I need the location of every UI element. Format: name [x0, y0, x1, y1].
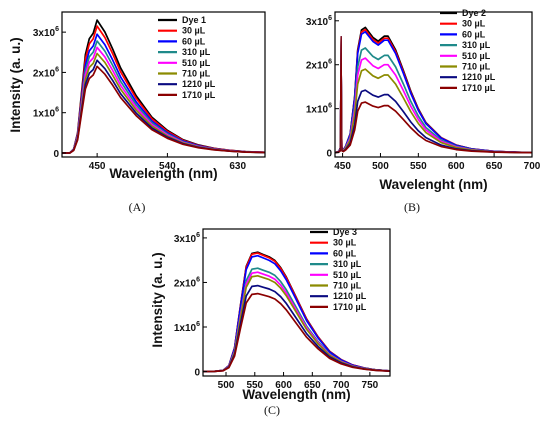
y-tick-base: 3x10	[174, 234, 197, 245]
y-tick-exponent: 6	[55, 66, 59, 73]
x-tick-label: 500	[372, 161, 389, 172]
x-tick-label: 650	[486, 161, 503, 172]
spike-line-8	[339, 36, 343, 152]
y-tick-label: 0	[326, 149, 332, 160]
legend-label-6: 710 µL	[182, 69, 211, 79]
legend-label-4: 310 µL	[462, 40, 491, 50]
y-tick-base: 0	[194, 368, 200, 379]
legend-label-2: 30 µL	[333, 238, 357, 248]
y-tick-exponent: 6	[328, 15, 332, 22]
y-tick-label: 0	[53, 149, 59, 160]
x-tick-label: 600	[275, 380, 292, 391]
plot-area	[335, 26, 532, 154]
axes-frame	[61, 11, 266, 158]
y-tick-base: 0	[53, 149, 59, 160]
legend-label-6: 710 µL	[462, 62, 491, 72]
series-line-8	[203, 292, 390, 373]
legend-label-1: Dye 3	[333, 227, 357, 237]
y-tick-label: 2x106	[174, 276, 200, 289]
series-line-6	[62, 52, 265, 154]
x-tick-label: 450	[89, 161, 106, 172]
legend-label-6: 710 µL	[333, 281, 362, 291]
x-tick-label: 600	[448, 161, 465, 172]
y-tick-base: 0	[326, 149, 332, 160]
legend-label-8: 1710 µL	[462, 83, 496, 93]
y-tick-base: 3x10	[33, 28, 56, 39]
y-tick-base: 1x10	[174, 323, 197, 334]
y-tick-label: 1x106	[306, 103, 332, 116]
x-axis-label: Wavelenght (nm)	[379, 177, 487, 192]
x-tick-label: 700	[524, 161, 541, 172]
y-tick-exponent: 6	[196, 321, 200, 328]
legend-label-5: 510 µL	[462, 51, 491, 61]
y-tick-base: 2x10	[306, 61, 329, 72]
y-tick-label: 1x106	[33, 107, 59, 120]
legend-label-8: 1710 µL	[182, 90, 216, 100]
y-tick-label: 3x106	[174, 232, 200, 245]
series-line-8	[335, 101, 532, 154]
y-tick-exponent: 6	[196, 276, 200, 283]
y-tick-base: 1x10	[33, 109, 56, 120]
y-tick-exponent: 6	[55, 26, 59, 33]
panel-label: (C)	[264, 403, 280, 417]
legend-label-3: 60 µL	[462, 29, 486, 39]
x-tick-label: 500	[218, 380, 235, 391]
y-tick-label: 1x106	[174, 321, 200, 334]
x-tick-label: 540	[159, 161, 176, 172]
x-axis-label: Wavelength (nm)	[242, 387, 350, 402]
legend-label-5: 510 µL	[182, 58, 211, 68]
y-tick-base: 2x10	[33, 68, 56, 79]
legend-label-8: 1710 µL	[333, 302, 367, 312]
y-tick-base: 3x10	[306, 17, 329, 28]
y-tick-base: 1x10	[306, 105, 329, 116]
legend-label-7: 1210 µL	[333, 291, 367, 301]
y-tick-label: 0	[194, 368, 200, 379]
legend-label-2: 30 µL	[462, 19, 486, 29]
x-tick-label: 700	[333, 380, 350, 391]
x-tick-label: 450	[334, 161, 351, 172]
chart-panel-3: 500 550 600 650 700 75001x1062x1063x106Wavele…	[150, 227, 391, 417]
legend-label-7: 1210 µL	[462, 72, 496, 82]
plot-area	[203, 251, 390, 373]
legend-label-2: 30 µL	[182, 26, 206, 36]
legend-label-1: Dye 1	[182, 15, 206, 25]
axes-frame	[202, 228, 391, 377]
y-tick-label: 2x106	[306, 59, 332, 72]
x-tick-label: 650	[304, 380, 321, 391]
y-tick-exponent: 6	[55, 107, 59, 114]
y-tick-label: 3x106	[306, 15, 332, 28]
legend-label-1: Dye 2	[462, 8, 486, 18]
chart-panel-2: 450 500 550 600 650 70001x1062x1063x106Wavele…	[306, 8, 541, 214]
legend-label-7: 1210 µL	[182, 79, 216, 89]
axes-frame	[334, 11, 533, 158]
y-tick-label: 2x106	[33, 66, 59, 79]
y-tick-label: 3x106	[33, 26, 59, 39]
y-tick-exponent: 6	[328, 59, 332, 66]
legend-label-5: 510 µL	[333, 270, 362, 280]
y-axis-label: Intensity (a. u.)	[8, 37, 23, 132]
x-tick-label: 550	[410, 161, 427, 172]
y-tick-base: 2x10	[174, 278, 197, 289]
legend-label-4: 310 µL	[333, 259, 362, 269]
legend-label-4: 310 µL	[182, 47, 211, 57]
plot-area	[62, 19, 265, 154]
x-tick-label: 550	[246, 380, 263, 391]
series-line-6	[335, 68, 532, 154]
y-tick-exponent: 6	[328, 103, 332, 110]
x-tick-label: 630	[229, 161, 246, 172]
series-line-8	[62, 65, 265, 154]
legend-label-3: 60 µL	[182, 36, 206, 46]
panel-label: (A)	[129, 200, 146, 214]
panel-label: (B)	[404, 200, 420, 214]
x-tick-label: 750	[362, 380, 379, 391]
y-tick-exponent: 6	[196, 232, 200, 239]
legend-label-3: 60 µL	[333, 248, 357, 258]
x-axis-label: Wavelength (nm)	[109, 166, 217, 181]
y-axis-label: Intensity (a. u.)	[150, 252, 165, 347]
